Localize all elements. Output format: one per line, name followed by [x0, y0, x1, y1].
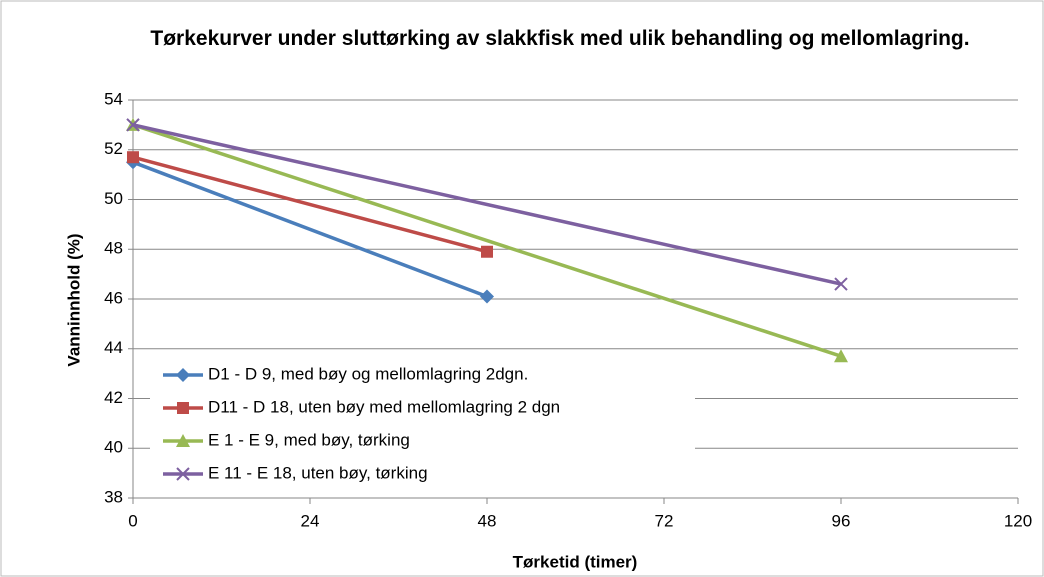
series-line	[132, 160, 488, 299]
y-axis-title: Vanninnhold (%)	[64, 233, 83, 366]
marker	[176, 434, 190, 447]
x-tick-label: 96	[832, 511, 851, 530]
y-tick-label: 54	[104, 89, 123, 108]
legend-label: D1 - D 9, med bøy og mellomlagring 2dgn.	[208, 364, 528, 383]
legend-label: D11 - D 18, uten bøy med mellomlagring 2…	[208, 397, 560, 416]
x-tick-label: 48	[478, 511, 497, 530]
y-tick-label: 38	[104, 487, 123, 506]
y-tick-label: 48	[104, 239, 123, 258]
marker	[176, 368, 190, 382]
y-tick-label: 42	[104, 388, 123, 407]
marker	[834, 277, 848, 291]
y-tick-label: 44	[104, 338, 123, 357]
chart-title: Tørkekurver under sluttørking av slakkfi…	[150, 27, 970, 50]
marker	[127, 151, 139, 164]
y-tick-label: 50	[104, 189, 123, 208]
x-axis-title: Tørketid (timer)	[513, 552, 638, 571]
legend-label: E 11 - E 18, uten bøy, tørking	[208, 463, 428, 482]
marker	[834, 349, 848, 363]
legend-label: E 1 - E 9, med bøy, tørking	[208, 430, 410, 449]
marker	[177, 402, 189, 414]
y-tick-label: 40	[104, 438, 123, 457]
x-tick-label: 120	[1004, 511, 1032, 530]
y-tick-label: 46	[104, 288, 123, 307]
marker	[176, 467, 190, 481]
marker	[126, 118, 140, 132]
series-line	[132, 123, 842, 358]
marker	[481, 245, 493, 258]
series-line	[132, 155, 488, 254]
marker	[480, 289, 494, 304]
x-tick-label: 72	[655, 511, 674, 530]
y-tick-label: 52	[104, 139, 123, 158]
x-tick-label: 24	[301, 511, 320, 530]
series-line	[132, 123, 842, 286]
x-tick-label: 0	[128, 511, 137, 530]
legend-box	[150, 357, 695, 490]
